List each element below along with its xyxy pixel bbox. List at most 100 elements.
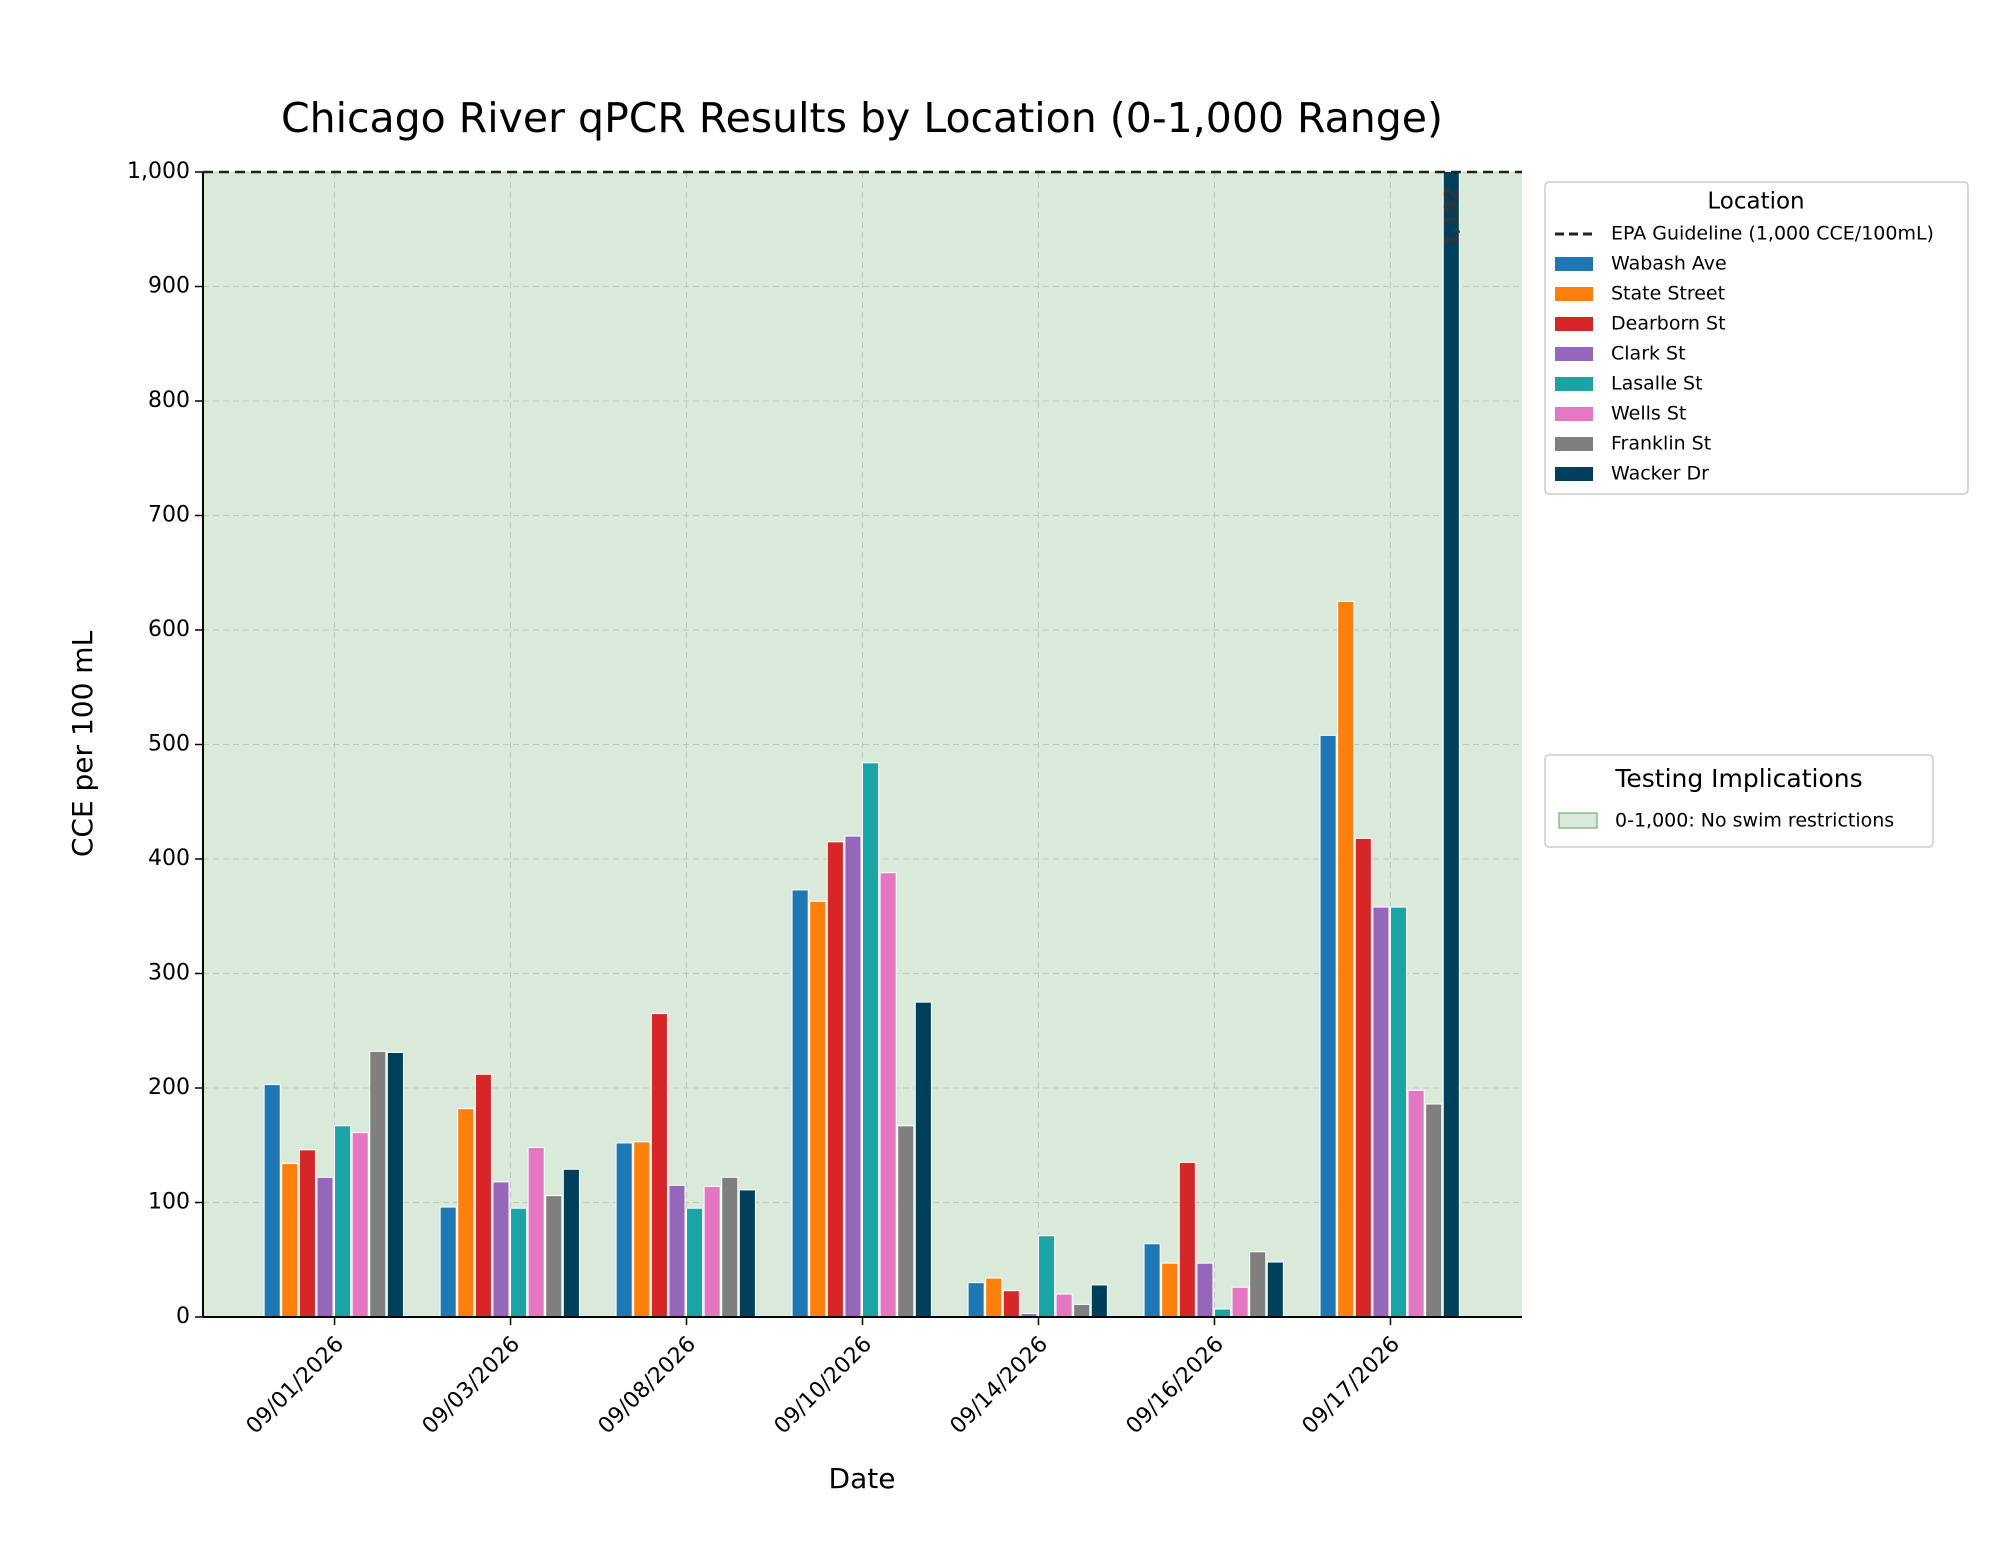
legend-label: Clark St xyxy=(1611,343,1686,365)
legend-swatch xyxy=(1555,257,1593,271)
bar xyxy=(615,1142,633,1317)
legend-label: State Street xyxy=(1611,283,1725,305)
bar xyxy=(492,1181,510,1317)
bar xyxy=(791,889,809,1317)
bar xyxy=(703,1185,721,1317)
legend-swatch xyxy=(1558,812,1598,829)
bar xyxy=(263,1084,281,1317)
bar xyxy=(1319,734,1337,1317)
legend-box xyxy=(1544,754,1934,848)
bar xyxy=(1178,1161,1196,1317)
bar xyxy=(474,1073,492,1317)
bar xyxy=(1073,1303,1091,1317)
bar xyxy=(281,1163,299,1317)
y-axis-label: CCE per 100 mL xyxy=(66,630,99,857)
bar xyxy=(967,1282,985,1317)
legend-title: Testing Implications xyxy=(1614,764,1862,793)
bar xyxy=(386,1052,404,1317)
bar xyxy=(1090,1284,1108,1317)
bar xyxy=(721,1176,739,1317)
x-tick-label: 09/01/2026 xyxy=(242,1332,349,1439)
bar xyxy=(1037,1235,1056,1317)
bar xyxy=(1425,1103,1443,1317)
bar xyxy=(1249,1251,1267,1317)
bar xyxy=(527,1147,545,1317)
x-tick-label: 09/08/2026 xyxy=(594,1332,701,1439)
bar xyxy=(668,1184,686,1317)
bar xyxy=(1407,1089,1425,1317)
y-tick-label: 300 xyxy=(148,961,190,986)
bar xyxy=(510,1207,528,1317)
bar xyxy=(439,1206,457,1317)
bar xyxy=(985,1277,1003,1317)
bar xyxy=(1055,1293,1073,1317)
bar xyxy=(1213,1308,1232,1317)
bar xyxy=(369,1050,387,1317)
legend-swatch xyxy=(1555,407,1593,421)
bar xyxy=(545,1195,563,1317)
bar xyxy=(1337,600,1355,1317)
legend-swatch xyxy=(1555,437,1593,451)
bar xyxy=(334,1125,352,1317)
legend-swatch xyxy=(1555,347,1593,361)
legend-label: 0-1,000: No swim restrictions xyxy=(1615,810,1894,832)
legend-label: Dearborn St xyxy=(1611,313,1726,335)
legend-label: Wells St xyxy=(1611,403,1686,425)
legend-swatch xyxy=(1555,377,1593,391)
bar xyxy=(316,1176,334,1317)
bar xyxy=(914,1001,932,1317)
x-tick-label: 09/17/2026 xyxy=(1298,1332,1405,1439)
bar xyxy=(298,1149,316,1317)
bar xyxy=(1231,1286,1249,1317)
legend-swatch xyxy=(1555,287,1593,301)
y-tick-label: 400 xyxy=(148,846,190,871)
bar xyxy=(1196,1262,1214,1317)
x-tick-label: 09/03/2026 xyxy=(418,1332,525,1439)
legend-swatch xyxy=(1555,317,1593,331)
bar xyxy=(1389,906,1408,1317)
legend-label: Franklin St xyxy=(1611,433,1711,455)
bar xyxy=(826,841,844,1317)
bar xyxy=(686,1207,704,1317)
bar xyxy=(351,1132,369,1317)
y-tick-label: 0 xyxy=(176,1304,190,1329)
legend-title: Location xyxy=(1707,189,1804,215)
bar xyxy=(1354,837,1372,1317)
y-tick-label: 1,000 xyxy=(127,159,190,184)
value-label: 1,192 xyxy=(1441,187,1463,247)
bar xyxy=(809,900,827,1317)
bar xyxy=(1266,1261,1284,1317)
x-tick-label: 09/16/2026 xyxy=(1122,1332,1229,1439)
y-tick-label: 500 xyxy=(148,732,190,757)
bar xyxy=(633,1141,651,1317)
bar xyxy=(879,872,897,1317)
bar xyxy=(1372,906,1390,1317)
bar xyxy=(1161,1262,1179,1317)
legend-box xyxy=(1544,181,1969,495)
x-tick-label: 09/10/2026 xyxy=(770,1332,877,1439)
y-tick-label: 100 xyxy=(148,1190,190,1215)
bar xyxy=(844,835,862,1317)
bars: 1,192 xyxy=(263,172,1463,1317)
bar xyxy=(1002,1290,1020,1317)
bar xyxy=(457,1108,475,1317)
y-tick-label: 700 xyxy=(148,503,190,528)
y-tick-label: 600 xyxy=(148,617,190,642)
legend-label: Wabash Ave xyxy=(1611,253,1727,275)
bar xyxy=(738,1189,756,1317)
y-tick-label: 200 xyxy=(148,1075,190,1100)
bar xyxy=(650,1013,668,1317)
y-tick-label: 800 xyxy=(148,388,190,413)
chart-title: Chicago River qPCR Results by Location (… xyxy=(281,94,1443,142)
bar xyxy=(897,1125,915,1317)
x-tick-label: 09/14/2026 xyxy=(946,1332,1053,1439)
x-axis-label: Date xyxy=(829,1462,896,1495)
y-tick-label: 900 xyxy=(148,274,190,299)
legend-swatch xyxy=(1555,467,1593,481)
bar xyxy=(562,1168,580,1317)
legend-label: Lasalle St xyxy=(1611,373,1703,395)
bar xyxy=(862,762,880,1317)
bar xyxy=(1143,1243,1161,1317)
legend-label: EPA Guideline (1,000 CCE/100mL) xyxy=(1611,223,1934,245)
